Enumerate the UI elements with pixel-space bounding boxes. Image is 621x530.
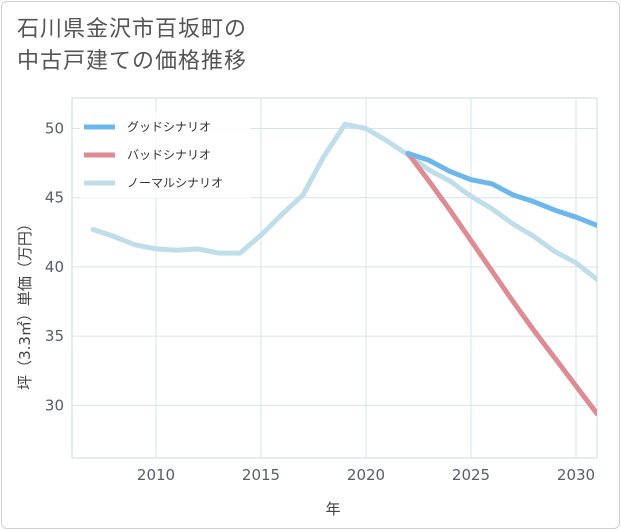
x-tick-label: 2030: [557, 466, 595, 484]
x-axis-label: 年: [325, 500, 340, 518]
series-line-2: [405, 150, 597, 417]
y-tick-label: 30: [45, 396, 64, 414]
y-tick-label: 50: [45, 119, 64, 137]
x-tick-label: 2025: [452, 466, 490, 484]
x-tick-label: 2020: [347, 466, 385, 484]
chart-title-line1: 石川県金沢市百坂町の: [17, 17, 248, 42]
legend-label-1: グッドシナリオ: [127, 120, 211, 134]
legend-label-2: バッドシナリオ: [127, 148, 211, 162]
x-tick-label: 2015: [242, 466, 280, 484]
series-line-1: [405, 150, 597, 228]
y-tick-label: 45: [45, 189, 64, 207]
y-tick-labels: 30 35 40 45 50: [45, 119, 64, 414]
series-lines: [90, 121, 597, 417]
x-tick-label: 2010: [137, 466, 175, 484]
chart-title-line2: 中古戸建ての価格推移: [17, 49, 248, 74]
y-tick-label: 40: [45, 258, 64, 276]
chart-title: 石川県金沢市百坂町の 中古戸建ての価格推移: [17, 14, 247, 78]
y-tick-label: 35: [45, 327, 64, 345]
x-tick-labels: 2010 2015 2020 2025 2030: [137, 466, 595, 484]
legend-label-3: ノーマルシナリオ: [127, 176, 223, 190]
series-line-3: [90, 121, 597, 282]
y-axis-label: 坪（3.3㎡）単価（万円）: [16, 216, 34, 390]
